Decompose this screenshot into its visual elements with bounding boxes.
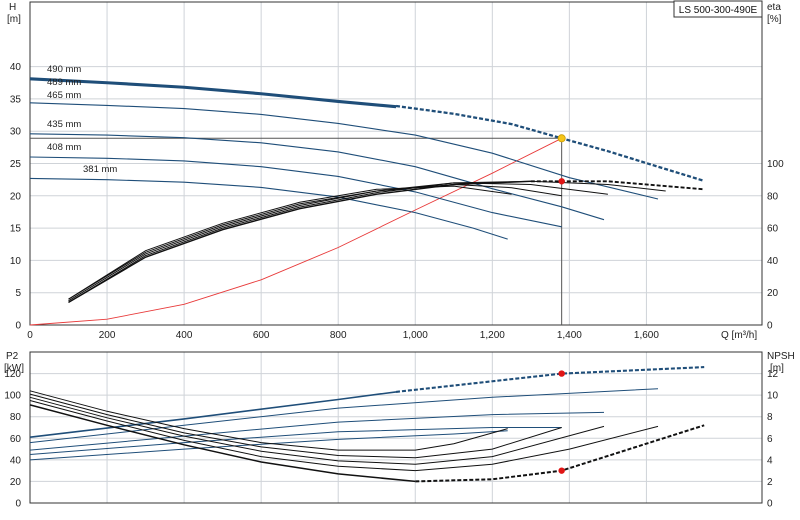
- npsh-curve-dashed: [415, 424, 705, 483]
- efficiency-curve: [68, 183, 562, 300]
- x-tick-label: 1,600: [634, 330, 659, 341]
- y-right-tick-label-bottom: 10: [767, 391, 779, 402]
- y-left-tick-label-bottom: 120: [4, 369, 21, 380]
- y-right-axis-label-bottom: NPSH: [767, 351, 795, 362]
- y-left-tick-label-bottom: 20: [10, 477, 22, 488]
- y-right-tick-label-bottom: 4: [767, 455, 773, 466]
- power-curve: [29, 430, 508, 461]
- head-curve: [29, 102, 659, 200]
- efficiency-curve: [68, 182, 608, 302]
- head-curve-dashed: [395, 104, 705, 182]
- x-tick-label: 200: [99, 330, 116, 341]
- head-curve-label: 490 mm: [47, 64, 81, 75]
- x-tick-label: 1,400: [557, 330, 582, 341]
- head-curve: [29, 177, 508, 240]
- y-right-axis-unit: [%]: [767, 14, 782, 25]
- y-left-tick-label: 30: [10, 127, 22, 138]
- head-curve-label: 489 mm: [47, 77, 81, 88]
- x-tick-label: 1,000: [403, 330, 428, 341]
- npsh-curve: [29, 404, 416, 483]
- y-right-tick-label: 0: [767, 321, 773, 332]
- y-right-tick-label-bottom: 2: [767, 477, 773, 488]
- y-right-tick-label: 40: [767, 256, 779, 267]
- npsh-curve: [29, 390, 508, 451]
- y-left-axis-unit: [m]: [7, 14, 21, 25]
- y-left-tick-label: 40: [10, 62, 22, 73]
- head-curve-label: 408 mm: [47, 142, 81, 153]
- power-curve: [29, 391, 397, 438]
- x-tick-label: 0: [27, 330, 33, 341]
- power-curve-dashed: [395, 366, 705, 393]
- y-right-tick-label: 20: [767, 288, 779, 299]
- y-right-tick-label: 80: [767, 191, 779, 202]
- head-curve: [29, 78, 397, 109]
- y-left-tick-label: 15: [10, 224, 22, 235]
- plot-frame-bottom: [29, 351, 763, 504]
- y-right-tick-label-bottom: 0: [767, 499, 773, 510]
- y-right-tick-label: 100: [767, 159, 784, 170]
- y-left-tick-label: 10: [10, 256, 22, 267]
- y-left-tick-label-bottom: 0: [15, 499, 21, 510]
- x-tick-label: 600: [253, 330, 270, 341]
- power-curve: [29, 427, 562, 455]
- npsh-curve: [29, 400, 659, 472]
- plot-frame-top: [29, 1, 763, 326]
- efficiency-curve: [68, 185, 512, 300]
- chart-title: LS 500-300-490E: [679, 5, 758, 16]
- head-curve: [29, 77, 397, 107]
- duty-point-eta-marker: [558, 178, 565, 185]
- y-left-tick-label-bottom: 100: [4, 391, 21, 402]
- x-tick-label: 1,200: [480, 330, 505, 341]
- x-axis-label: Q [m³/h]: [721, 330, 757, 341]
- system-curve: [29, 137, 562, 326]
- y-left-tick-label: 35: [10, 94, 22, 105]
- duty-point-power-marker: [558, 370, 565, 377]
- duty-point-head-marker: [557, 134, 566, 143]
- y-left-tick-label-bottom: 80: [10, 412, 22, 423]
- npsh-curve: [29, 393, 562, 459]
- y-left-tick-label-bottom: 40: [10, 455, 22, 466]
- head-curve-label: 465 mm: [47, 90, 81, 101]
- y-left-tick-label-bottom: 60: [10, 434, 22, 445]
- title-box: [673, 0, 763, 18]
- efficiency-curve: [68, 180, 531, 304]
- power-curve: [29, 411, 605, 451]
- head-curve: [29, 133, 605, 221]
- y-left-axis-unit-bottom: [kW]: [4, 363, 24, 374]
- duty-point-npsh-marker: [558, 467, 565, 474]
- y-right-axis-label: eta: [767, 2, 781, 13]
- efficiency-curve-dashed: [530, 180, 705, 191]
- y-left-tick-label: 25: [10, 159, 22, 170]
- y-right-tick-label-bottom: 6: [767, 434, 773, 445]
- y-left-axis-label: H: [9, 2, 16, 13]
- y-left-tick-label: 20: [10, 191, 22, 202]
- y-right-tick-label-bottom: 12: [767, 369, 779, 380]
- npsh-curve: [29, 396, 605, 465]
- y-left-axis-label-bottom: P2: [6, 351, 19, 362]
- x-tick-label: 800: [330, 330, 347, 341]
- x-tick-label: 400: [176, 330, 193, 341]
- y-right-tick-label: 60: [767, 224, 779, 235]
- y-left-tick-label: 0: [15, 321, 21, 332]
- head-curve-label: 435 mm: [47, 119, 81, 130]
- efficiency-curve: [68, 180, 666, 303]
- y-left-tick-label: 5: [15, 288, 21, 299]
- head-curve: [29, 156, 562, 228]
- y-right-axis-unit-bottom: [m]: [770, 363, 784, 374]
- y-right-tick-label-bottom: 8: [767, 412, 773, 423]
- head-curve-label: 381 mm: [83, 164, 117, 175]
